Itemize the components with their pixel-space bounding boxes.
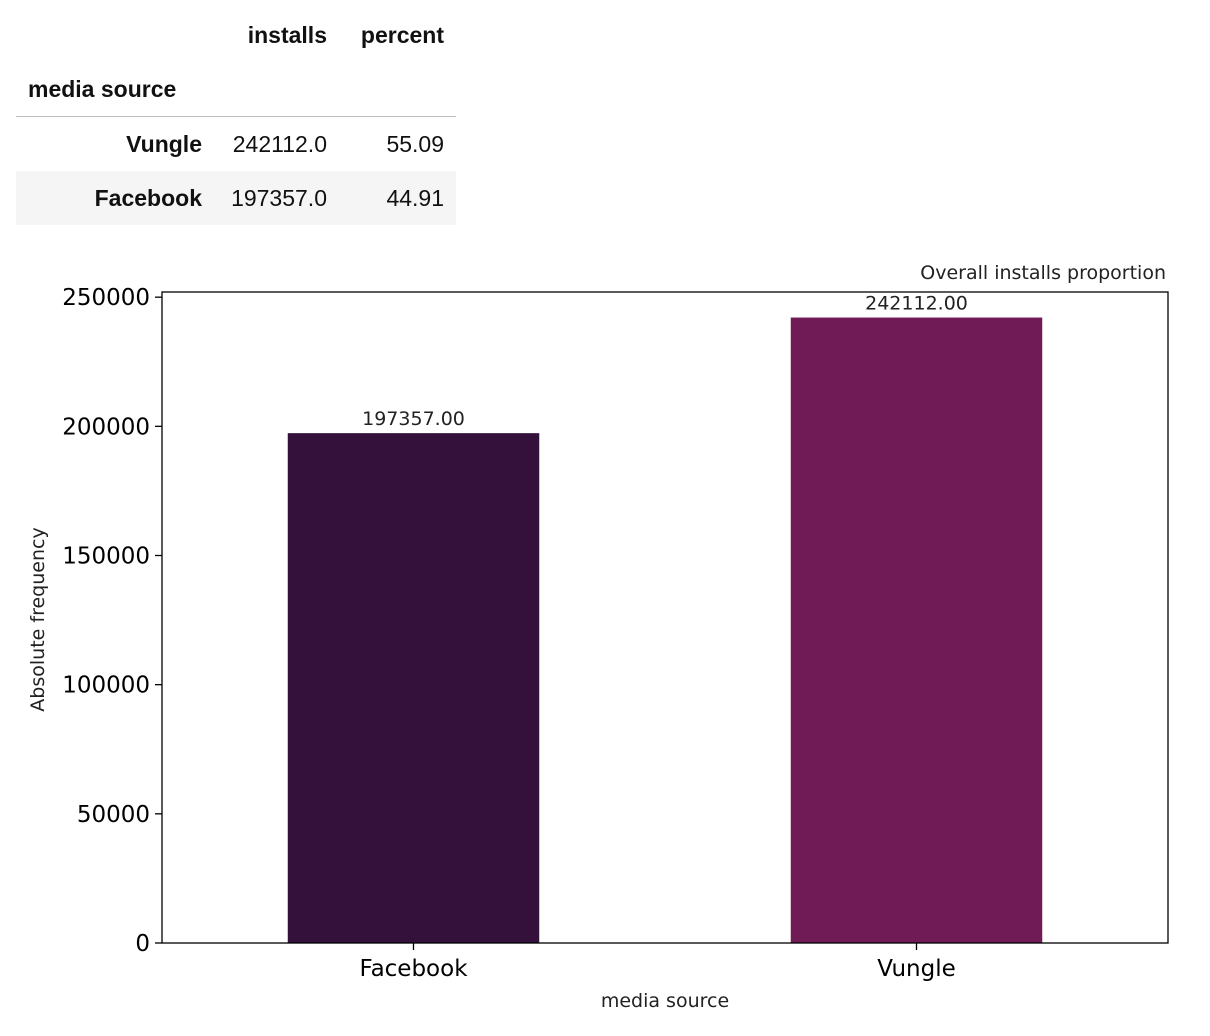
row-index-label: Facebook	[94, 184, 202, 211]
table-row: Facebook 197357.0 44.91	[16, 171, 456, 225]
column-header-installs: installs	[247, 21, 327, 48]
x-tick-label: Facebook	[359, 956, 468, 982]
y-tick-label: 0	[135, 931, 150, 957]
empty-header-cell	[339, 62, 456, 117]
y-tick-label: 100000	[62, 673, 150, 699]
index-name-label: media source	[16, 62, 214, 117]
bar-value-label: 197357.00	[362, 408, 465, 430]
table-header-row: installs percent	[16, 8, 456, 62]
empty-header-cell	[214, 62, 339, 117]
y-tick-label: 50000	[77, 802, 150, 828]
y-tick-label: 250000	[62, 285, 150, 311]
chart-title: Overall installs proportion	[920, 262, 1166, 284]
bar-facebook	[287, 433, 540, 943]
x-tick-label: Vungle	[877, 956, 955, 982]
installs-cell: 197357.0	[231, 184, 327, 211]
table-index-name-row: media source	[16, 62, 456, 117]
percent-cell: 44.91	[386, 184, 444, 211]
y-axis-label: Absolute frequency	[27, 527, 49, 711]
plot-frame	[161, 291, 1169, 944]
bar-vungle	[790, 317, 1043, 943]
bar-value-label: 242112.00	[865, 293, 968, 315]
table-row: Vungle 242112.0 55.09	[16, 117, 456, 172]
column-header-percent: percent	[360, 21, 444, 48]
installs-cell: 242112.0	[232, 130, 327, 157]
y-tick-label: 200000	[62, 414, 150, 440]
y-tick-label: 150000	[62, 544, 150, 570]
row-index-label: Vungle	[126, 130, 202, 157]
x-axis-label: media source	[601, 990, 729, 1012]
percent-cell: 55.09	[386, 130, 444, 157]
dataframe-table: installs percent media source Vungle 242…	[16, 8, 456, 225]
